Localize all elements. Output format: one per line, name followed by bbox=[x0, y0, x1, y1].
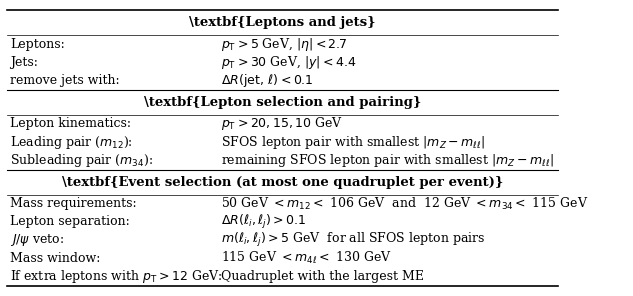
Text: Lepton separation:: Lepton separation: bbox=[10, 215, 130, 229]
Text: Leptons:: Leptons: bbox=[10, 38, 65, 51]
Text: Subleading pair ($m_{34}$):: Subleading pair ($m_{34}$): bbox=[10, 152, 153, 169]
Text: $m(\ell_i, \ell_j) > 5$ GeV  for all SFOS lepton pairs: $m(\ell_i, \ell_j) > 5$ GeV for all SFOS… bbox=[221, 231, 486, 249]
Text: $p_{\mathrm{T}} > 20, 15, 10$ GeV: $p_{\mathrm{T}} > 20, 15, 10$ GeV bbox=[221, 115, 343, 132]
Text: \textbf{Leptons and jets}: \textbf{Leptons and jets} bbox=[189, 16, 376, 29]
Text: 115 GeV $< m_{4\ell} <$ 130 GeV: 115 GeV $< m_{4\ell} <$ 130 GeV bbox=[221, 250, 392, 266]
Text: 50 GeV $< m_{12} <$ 106 GeV  and  12 GeV $< m_{34} <$ 115 GeV: 50 GeV $< m_{12} <$ 106 GeV and 12 GeV $… bbox=[221, 196, 588, 212]
Text: If extra leptons with $p_{\mathrm{T}} > 12$ GeV:: If extra leptons with $p_{\mathrm{T}} > … bbox=[10, 268, 222, 285]
Text: $J/\psi$ veto:: $J/\psi$ veto: bbox=[10, 232, 64, 248]
Text: remove jets with:: remove jets with: bbox=[10, 74, 120, 87]
Text: SFOS lepton pair with smallest $|m_Z - m_{\ell\ell}|$: SFOS lepton pair with smallest $|m_Z - m… bbox=[221, 134, 485, 151]
Text: $p_{\mathrm{T}} > 30$ GeV, $|y| < 4.4$: $p_{\mathrm{T}} > 30$ GeV, $|y| < 4.4$ bbox=[221, 54, 356, 71]
Text: Mass window:: Mass window: bbox=[10, 252, 100, 265]
Text: Mass requirements:: Mass requirements: bbox=[10, 197, 137, 210]
Text: remaining SFOS lepton pair with smallest $|m_Z - m_{\ell\ell}|$: remaining SFOS lepton pair with smallest… bbox=[221, 152, 553, 169]
Text: \textbf{Lepton selection and pairing}: \textbf{Lepton selection and pairing} bbox=[144, 96, 421, 109]
Text: $\Delta R(\mathrm{jet},\, \ell) < 0.1$: $\Delta R(\mathrm{jet},\, \ell) < 0.1$ bbox=[221, 72, 313, 89]
Text: Lepton kinematics:: Lepton kinematics: bbox=[10, 118, 131, 131]
Text: Quadruplet with the largest ME: Quadruplet with the largest ME bbox=[221, 270, 423, 283]
Text: $\Delta R(\ell_i, \ell_j) > 0.1$: $\Delta R(\ell_i, \ell_j) > 0.1$ bbox=[221, 213, 306, 231]
Text: Jets:: Jets: bbox=[10, 56, 38, 69]
Text: $p_{\mathrm{T}} > 5$ GeV, $|\eta| < 2.7$: $p_{\mathrm{T}} > 5$ GeV, $|\eta| < 2.7$ bbox=[221, 36, 348, 53]
Text: \textbf{Event selection (at most one quadruplet per event)}: \textbf{Event selection (at most one qua… bbox=[62, 176, 503, 189]
Text: Leading pair ($m_{12}$):: Leading pair ($m_{12}$): bbox=[10, 134, 133, 151]
